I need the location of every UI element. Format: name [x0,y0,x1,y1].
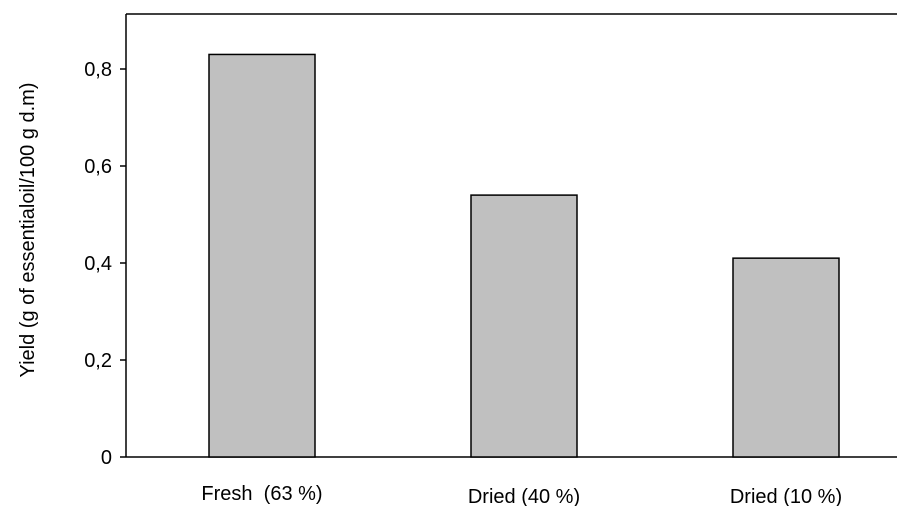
x-category-label: Dried (10 %) [730,486,842,506]
y-axis-title: Yield (g of essentialoil/100 g d.m) [17,83,39,378]
x-category-label: Fresh (63 %) [201,483,322,505]
y-tick-label: 0,4 [84,253,112,275]
y-tick-label: 0,8 [84,59,112,81]
y-tick-label: 0 [101,447,112,469]
y-tick-label: 0,2 [84,350,112,372]
x-axis-labels: Fresh (63 %) Dried (40 %) Dried (10 %) [201,483,842,506]
bar-3 [732,257,840,458]
bar-2 [470,194,578,458]
y-axis-ticks: 0 0,2 0,4 0,6 0,8 [84,59,126,469]
x-category-label: Dried (40 %) [468,486,580,506]
bar-1 [208,53,316,458]
y-tick-label: 0,6 [84,156,112,178]
bars-group [208,53,840,458]
